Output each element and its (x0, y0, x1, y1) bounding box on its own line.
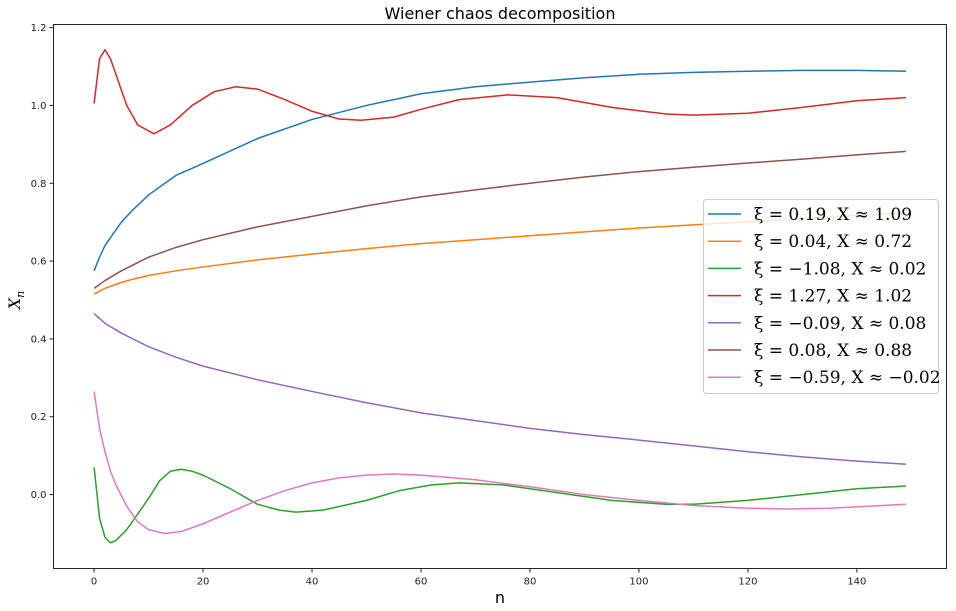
legend: ξ = 0.19, X ≈ 1.09 ξ = 0.04, X ≈ 0.72 ξ = … (703, 199, 941, 394)
x-axis-label: n (495, 588, 505, 607)
x-tick-label: 140 (847, 577, 866, 588)
plot-area: 0 20 40 60 80 100 120 140 0.0 0.2 0.4 0.6 0.8 1.0 1.2 ξ… (31, 23, 947, 588)
legend-entry-5: ξ = 0.08, X ≈ 0.88 (754, 341, 912, 361)
legend-entry-0: ξ = 0.19, X ≈ 1.09 (754, 205, 912, 225)
legend-entry-3: ξ = 1.27, X ≈ 1.02 (754, 287, 912, 307)
series-line-0 (93, 69, 906, 272)
y-axis-label-main: X (5, 297, 24, 311)
y-axis-label-subscript: n (14, 291, 27, 298)
x-tick-label: 80 (524, 577, 537, 588)
x-tick-label: 40 (306, 577, 319, 588)
x-tick-label: 20 (197, 577, 210, 588)
x-tick-label: 120 (738, 577, 757, 588)
x-tick-label: 60 (415, 577, 428, 588)
chart-title: Wiener chaos decomposition (385, 4, 616, 23)
legend-box (703, 199, 939, 394)
series-line-3 (93, 49, 906, 135)
legend-entry-6: ξ = −0.59, X ≈ −0.02 (754, 368, 941, 388)
series-line-5 (93, 150, 906, 289)
x-tick-label: 0 (91, 577, 97, 588)
y-tick-label: 0.2 (31, 412, 47, 423)
y-tick-label: 1.2 (31, 23, 47, 34)
y-tick-label: 0.6 (31, 257, 47, 268)
y-axis-label: Xn (5, 291, 27, 311)
series-line-6 (93, 391, 906, 535)
axes-frame (53, 24, 947, 569)
y-tick-label: 0.0 (31, 490, 47, 501)
y-tick-label: 0.8 (31, 179, 47, 190)
legend-entry-2: ξ = −1.08, X ≈ 0.02 (754, 259, 926, 279)
series-line-4 (93, 313, 906, 465)
y-tick-label: 0.4 (31, 334, 47, 345)
y-tick-label: 1.0 (31, 101, 47, 112)
series-line-2 (93, 467, 906, 544)
legend-entry-4: ξ = −0.09, X ≈ 0.08 (754, 314, 926, 334)
x-tick-label: 100 (629, 577, 648, 588)
legend-entry-1: ξ = 0.04, X ≈ 0.72 (754, 232, 912, 252)
